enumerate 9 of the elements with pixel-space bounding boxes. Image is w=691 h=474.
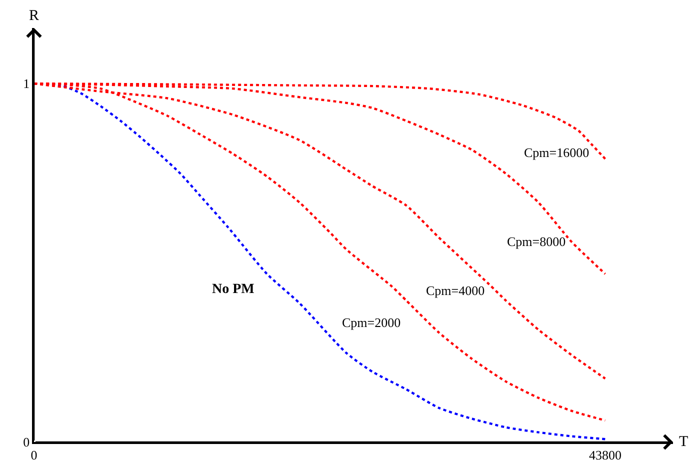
y-tick-label: 1 bbox=[23, 76, 30, 92]
series-label: Cpm=16000 bbox=[524, 145, 590, 160]
x-axis-title: T bbox=[679, 434, 688, 450]
series-label: Cpm=4000 bbox=[426, 283, 485, 298]
x-tick-label: 43800 bbox=[588, 447, 622, 462]
series-label: Cpm=8000 bbox=[507, 234, 566, 249]
series-label: Cpm=2000 bbox=[342, 315, 401, 330]
y-axis-title: R bbox=[29, 8, 40, 24]
series-label: No PM bbox=[212, 282, 254, 297]
